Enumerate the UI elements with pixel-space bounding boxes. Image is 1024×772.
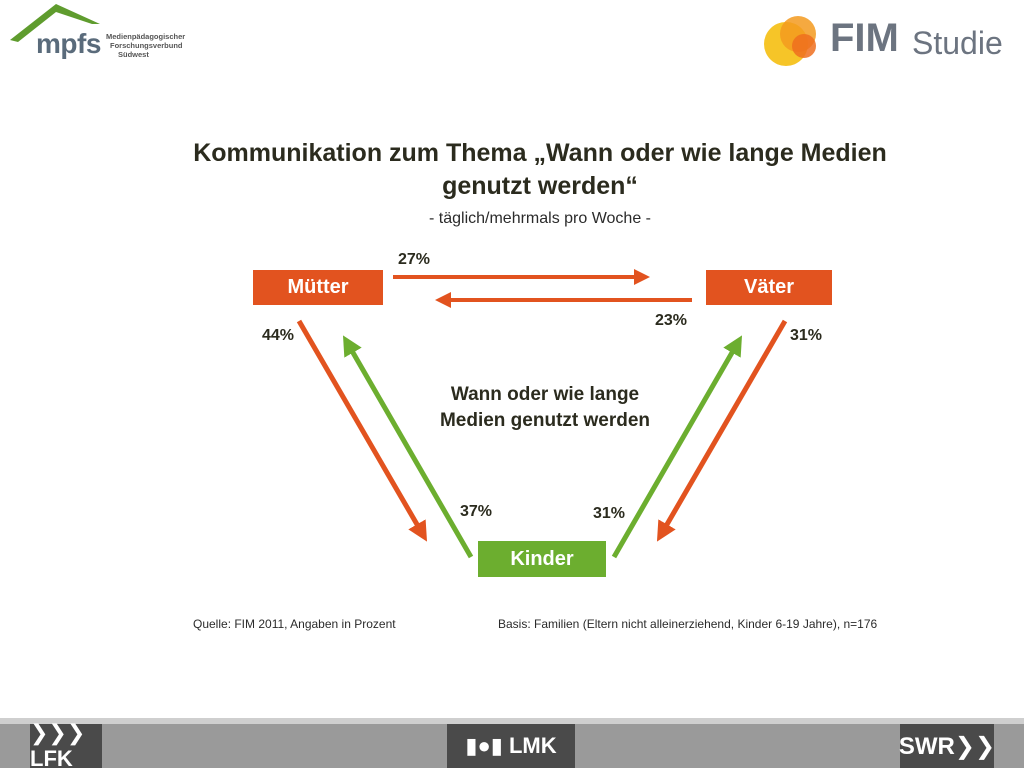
arrow-children-to-fathers [611,335,743,559]
flow-value-mothers-to-fathers: 27% [398,251,431,268]
center-topic-label: Wann oder wie lange Medien genutzt werde… [439,384,651,431]
fim-logo: FIM Studie [760,10,1010,74]
footer-divider [0,718,1024,724]
roof-arc-icon [10,4,100,42]
lmk-logo-icon: ▮●▮ LMK [447,724,575,768]
flow-value-mothers-to-children: 44% [262,327,295,344]
arrow-mothers-to-children [296,319,428,542]
arrow-children-to-mothers [342,335,474,559]
overlapping-circles-icon [764,16,816,66]
fim-studie-wordmark: Studie [912,25,1003,61]
page-subtitle: - täglich/mehrmals pro Woche - [429,210,651,227]
mpfs-wordmark: mpfs [36,28,101,59]
flow-value-children-to-mothers: 37% [460,503,493,520]
flow-value-children-to-fathers: 31% [593,505,626,522]
node-mothers: Mütter [253,270,383,305]
mpfs-logo: mpfs Medienpädagogischer Forschungsverbu… [8,2,185,64]
node-children: Kinder [478,541,606,577]
arrow-fathers-to-children [656,319,788,542]
node-fathers: Väter [706,270,832,305]
source-note: Quelle: FIM 2011, Angaben in Prozent [193,617,396,631]
fim-wordmark: FIM [830,16,899,60]
basis-note: Basis: Familien (Eltern nicht alleinerzi… [498,617,878,631]
flow-value-fathers-to-mothers: 23% [655,312,688,329]
flow-value-fathers-to-children: 31% [790,327,823,344]
mpfs-subtext: Medienpädagogischer Forschungsverbund Sü… [106,32,186,59]
page-title: Kommunikation zum Thema „Wann oder wie l… [193,139,887,200]
lfk-logo-icon: ❯❯❯LFK [30,720,102,771]
swr-logo-icon: SWR❯❯ [899,724,995,768]
